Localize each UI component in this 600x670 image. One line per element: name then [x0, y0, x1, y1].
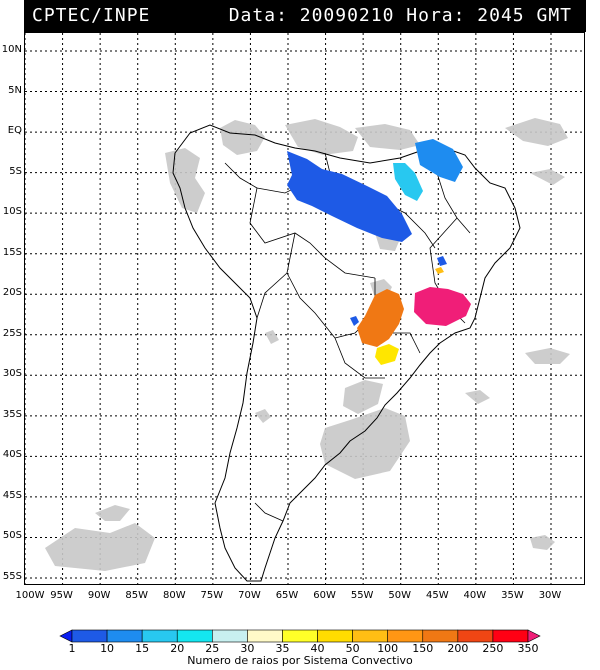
convective-system-maranhao [393, 163, 423, 201]
colorbar-tick-label: 250 [482, 642, 504, 655]
colorbar-tick-label: 1 [68, 642, 76, 655]
colorbar-tick-label: 30 [240, 642, 255, 655]
lon-label: 80W [162, 590, 186, 601]
lat-label: 5S [9, 165, 22, 177]
colorbar-segment [527, 629, 541, 643]
colorbar-segment [492, 629, 529, 643]
lon-label: 60W [313, 590, 336, 601]
lon-label: 45W [425, 590, 449, 601]
convective-system-northeast [415, 139, 463, 182]
colorbar-tick-label: 15 [135, 642, 150, 655]
lat-label: 30S [2, 368, 22, 380]
colorbar-segment [422, 629, 459, 643]
colorbar-segment [387, 629, 424, 643]
map-canvas [25, 33, 584, 584]
colorbar-segment [212, 629, 248, 643]
colorbar-tick-label: 40 [310, 642, 325, 655]
map-grid [25, 33, 584, 584]
cloud-cover [45, 118, 570, 571]
convective-system-rgs [375, 344, 399, 365]
colorbar-segment [71, 629, 108, 643]
lon-label: 30W [538, 590, 562, 601]
convective-system-small-1 [350, 316, 359, 326]
lat-label: 50S [2, 530, 22, 542]
title-bar: CPTEC/INPE Data: 20090210 Hora: 2045 GMT [24, 0, 586, 32]
lon-label: 35W [501, 590, 524, 601]
colorbar-segment [457, 629, 494, 643]
lon-label: 90W [87, 590, 111, 601]
convective-system-southeast [414, 287, 471, 326]
lat-label: 5N [8, 84, 22, 96]
convective-system-small-3 [435, 267, 444, 274]
convective-systems [287, 139, 471, 365]
map-panel [24, 32, 585, 585]
convective-system-small-2 [437, 256, 447, 266]
colorbar-tick-label: 20 [170, 642, 185, 655]
colorbar-tick-label: 150 [412, 642, 434, 655]
lat-label: 55S [2, 571, 22, 582]
agency-label: CPTEC/INPE [32, 5, 151, 26]
colorbar-svg [59, 629, 541, 643]
convective-system-amazon [287, 151, 412, 242]
colorbar-tick-label: 200 [447, 642, 469, 655]
lon-label: 70W [238, 590, 261, 601]
colorbar-tick-label: 50 [345, 642, 360, 655]
lon-label: 100W [15, 590, 45, 601]
colorbar-segment [317, 629, 353, 643]
lon-label: 40W [463, 590, 487, 601]
colorbar-segment [176, 629, 213, 643]
colorbar-tick-label: 350 [517, 642, 539, 655]
colorbar-segment [282, 629, 318, 643]
lon-label: 95W [50, 590, 73, 601]
lat-label: 10N [1, 44, 22, 55]
convective-system-parana [357, 289, 404, 347]
lat-label: 35S [2, 408, 22, 420]
lon-label: 65W [275, 590, 299, 601]
lon-label: 55W [350, 590, 374, 601]
colorbar-segment [106, 629, 143, 643]
colorbar-tick-label: 10 [100, 642, 115, 655]
colorbar [0, 626, 600, 670]
lat-label: 45S [2, 489, 22, 501]
colorbar-caption: Numero de raios por Sistema Convectivo [187, 654, 413, 667]
lon-label: 85W [125, 590, 149, 601]
colorbar-segment [59, 629, 73, 643]
lon-label: 75W [200, 590, 224, 601]
lat-label: 10S [2, 206, 22, 218]
date-time-label: Data: 20090210 Hora: 2045 GMT [228, 5, 572, 26]
lat-label: 20S [2, 287, 22, 299]
lat-label: EQ [7, 125, 22, 137]
colorbar-segment [352, 629, 388, 643]
colorbar-tick-label: 35 [275, 642, 290, 655]
colorbar-segment [247, 629, 283, 643]
colorbar-segment [141, 629, 178, 643]
lat-label: 15S [2, 246, 22, 258]
colorbar-tick-label: 25 [205, 642, 220, 655]
lat-label: 25S [2, 327, 22, 339]
lat-label: 40S [2, 449, 22, 461]
colorbar-tick-label: 100 [377, 642, 399, 655]
lon-label: 50W [388, 590, 412, 601]
